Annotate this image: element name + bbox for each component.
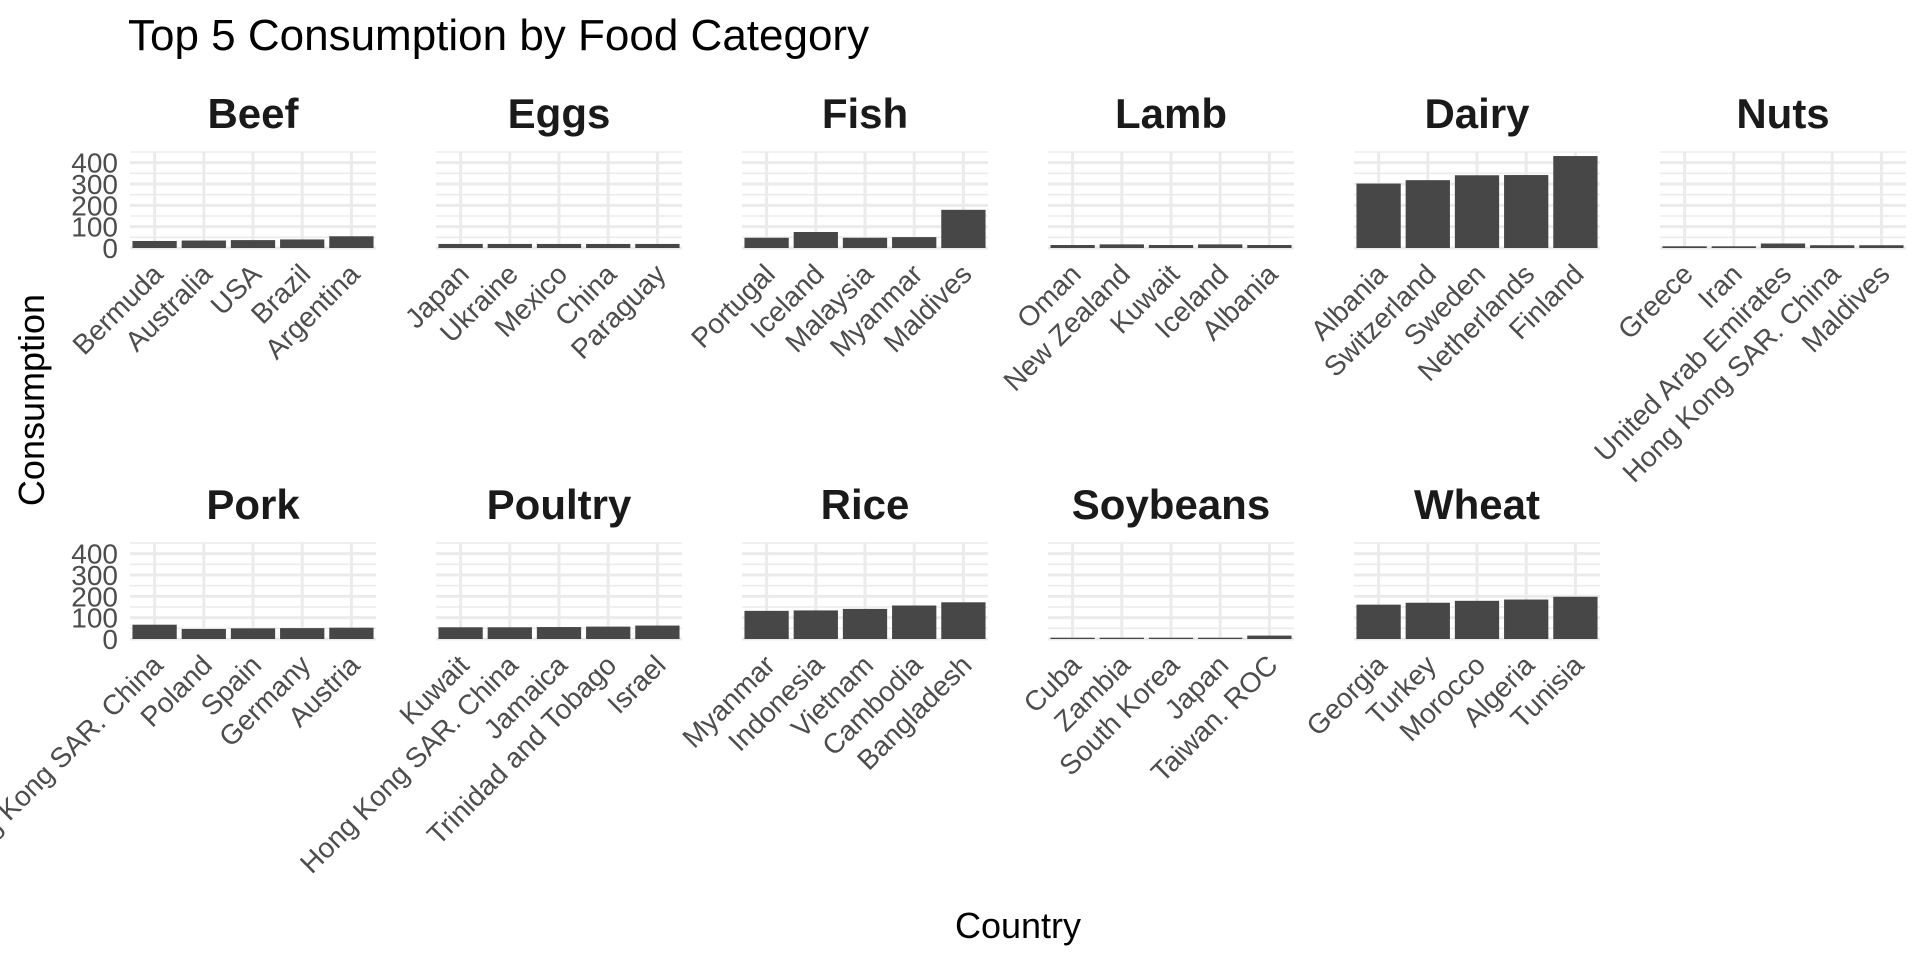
- bar-eggs-3: [586, 243, 631, 248]
- bar-rice-4: [941, 602, 986, 639]
- bar-pork-0: [132, 624, 177, 639]
- bar-nuts-4: [1859, 245, 1904, 248]
- bar-wheat-2: [1454, 600, 1500, 639]
- bar-wheat-1: [1405, 602, 1450, 639]
- x-tick-label: Israel: [601, 649, 671, 719]
- bar-lamb-2: [1148, 245, 1194, 248]
- bar-beef-4: [329, 236, 374, 248]
- bar-poultry-3: [586, 626, 631, 639]
- x-tick-label: Greece: [1612, 258, 1699, 345]
- bar-soybeans-2: [1148, 637, 1194, 639]
- bar-beef-1: [181, 240, 226, 248]
- panel-title-pork: Pork: [206, 481, 300, 528]
- x-axis-title: Country: [955, 905, 1081, 946]
- bar-soybeans-4: [1247, 635, 1292, 639]
- bar-dairy-0: [1356, 183, 1401, 248]
- panel-beef: Beef0100200300400BermudaAustraliaUSABraz…: [67, 90, 376, 365]
- bar-poultry-0: [438, 627, 483, 639]
- bar-eggs-4: [635, 243, 680, 248]
- bar-fish-3: [892, 237, 937, 248]
- bar-poultry-1: [487, 627, 532, 639]
- bar-rice-3: [892, 605, 937, 639]
- y-tick-label: 0: [102, 624, 118, 655]
- bar-lamb-0: [1050, 245, 1095, 248]
- panel-title-fish: Fish: [822, 90, 908, 137]
- bar-eggs-0: [438, 243, 483, 248]
- bar-fish-0: [744, 237, 789, 248]
- bar-beef-2: [230, 240, 276, 248]
- bar-nuts-1: [1711, 246, 1756, 248]
- y-tick-label: 400: [71, 539, 118, 570]
- bar-nuts-0: [1662, 246, 1707, 248]
- bar-wheat-4: [1553, 596, 1598, 639]
- y-tick-label: 200: [71, 581, 118, 612]
- bar-wheat-3: [1504, 599, 1549, 639]
- panel-title-poultry: Poultry: [487, 481, 632, 528]
- bar-poultry-2: [536, 627, 582, 639]
- x-tick-label: Hong Kong SAR. China: [0, 649, 169, 879]
- panel-rice: RiceMyanmarIndonesiaVietnamCambodiaBangl…: [676, 481, 988, 776]
- y-tick-label: 0: [102, 233, 118, 264]
- bar-nuts-3: [1810, 245, 1855, 248]
- panel-title-nuts: Nuts: [1736, 90, 1829, 137]
- bar-lamb-3: [1198, 244, 1243, 248]
- panel-title-lamb: Lamb: [1115, 90, 1227, 137]
- bar-lamb-1: [1099, 244, 1144, 248]
- bar-fish-2: [842, 237, 888, 248]
- bar-eggs-2: [536, 243, 582, 248]
- bar-lamb-4: [1247, 245, 1292, 248]
- bar-beef-0: [132, 240, 177, 248]
- y-tick-label: 100: [71, 212, 118, 243]
- bar-poultry-4: [635, 625, 680, 639]
- bar-soybeans-0: [1050, 637, 1095, 639]
- chart-title: Top 5 Consumption by Food Category: [128, 11, 869, 60]
- bar-soybeans-3: [1198, 637, 1243, 639]
- bar-dairy-4: [1553, 156, 1598, 248]
- bar-pork-1: [181, 628, 226, 639]
- panel-title-beef: Beef: [207, 90, 299, 137]
- y-tick-label: 400: [71, 148, 118, 179]
- bar-pork-3: [280, 628, 325, 639]
- panel-fish: FishPortugalIcelandMalaysiaMyanmarMaldiv…: [685, 90, 988, 363]
- bar-wheat-0: [1356, 604, 1401, 639]
- y-tick-label: 300: [71, 169, 118, 200]
- y-axis-title: Consumption: [11, 294, 52, 506]
- panel-title-eggs: Eggs: [508, 90, 611, 137]
- bar-soybeans-1: [1099, 637, 1144, 639]
- y-tick-label: 300: [71, 560, 118, 591]
- panel-title-rice: Rice: [821, 481, 910, 528]
- bar-pork-4: [329, 627, 374, 639]
- bar-dairy-1: [1405, 180, 1450, 248]
- bar-rice-2: [842, 608, 888, 639]
- bar-rice-1: [793, 610, 838, 639]
- bar-eggs-1: [487, 243, 532, 248]
- panel-title-soybeans: Soybeans: [1072, 481, 1270, 528]
- y-tick-label: 100: [71, 603, 118, 634]
- panel-title-wheat: Wheat: [1414, 481, 1540, 528]
- panel-dairy: DairyAlbaniaSwitzerlandSwedenNetherlands…: [1305, 90, 1600, 387]
- x-tick-label: United Arab Emirates: [1588, 258, 1797, 467]
- y-tick-label: 200: [71, 190, 118, 221]
- bar-dairy-2: [1454, 175, 1500, 248]
- facet-panels: Beef0100200300400BermudaAustraliaUSABraz…: [0, 90, 1906, 879]
- panel-title-dairy: Dairy: [1424, 90, 1530, 137]
- bar-rice-0: [744, 610, 789, 639]
- bar-fish-1: [793, 232, 838, 248]
- bar-pork-2: [230, 628, 276, 639]
- bar-nuts-2: [1760, 243, 1806, 248]
- bar-dairy-3: [1504, 175, 1549, 248]
- bar-fish-4: [941, 209, 986, 248]
- bar-beef-3: [280, 239, 325, 248]
